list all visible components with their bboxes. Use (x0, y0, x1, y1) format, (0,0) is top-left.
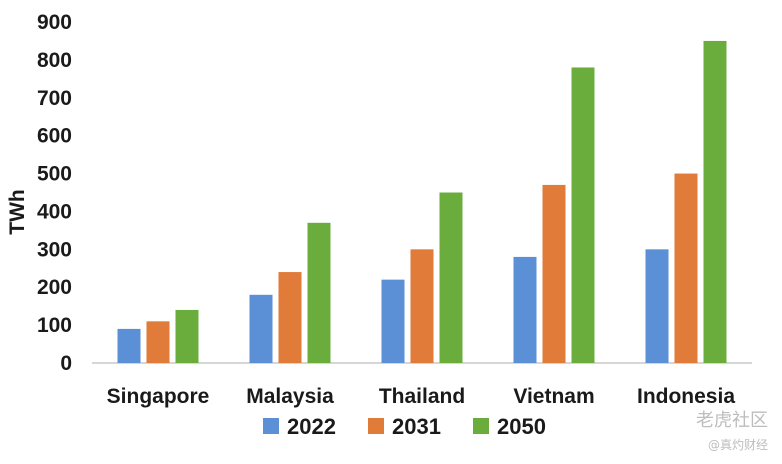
y-tick-label: 500 (37, 163, 72, 186)
y-tick-label: 300 (37, 238, 72, 261)
bar-2031-vietnam (542, 184, 566, 363)
bar-2031-malaysia (278, 272, 302, 363)
bar-2050-singapore (175, 309, 199, 363)
category-label: Vietnam (513, 385, 594, 408)
category-label: Thailand (379, 385, 465, 408)
bar-2050-thailand (439, 192, 463, 363)
bars (117, 40, 727, 363)
y-tick-label: 400 (37, 200, 72, 223)
bar-2022-malaysia (249, 294, 273, 363)
legend: 2022 2031 2050 (263, 414, 546, 439)
bar-2022-thailand (381, 279, 405, 363)
watermark-main: 老虎社区 (696, 410, 768, 431)
legend-label: 2050 (497, 414, 546, 439)
category-label: Indonesia (637, 385, 735, 408)
bar-2022-vietnam (513, 256, 537, 363)
y-tick-label: 200 (37, 276, 72, 299)
watermark-sub: @真灼财经 (707, 438, 768, 452)
y-axis-label: TWh (6, 189, 29, 234)
bar-2031-indonesia (674, 173, 698, 363)
bar-2031-thailand (410, 249, 434, 363)
legend-swatch-2031 (368, 418, 384, 434)
category-label: Malaysia (246, 385, 334, 408)
legend-label: 2022 (287, 414, 336, 439)
category-labels: Singapore Malaysia Thailand Vietnam Indonesi… (107, 385, 736, 408)
legend-label: 2031 (392, 414, 441, 439)
bar-2031-singapore (146, 321, 170, 363)
legend-swatch-2022 (263, 418, 279, 434)
y-tick-label: 900 (37, 11, 72, 34)
bar-2050-malaysia (307, 222, 331, 363)
bar-2050-indonesia (703, 40, 727, 363)
y-axis-ticks: 0 100 200 300 400 500 600 700 800 900 (37, 11, 72, 375)
legend-swatch-2050 (473, 418, 489, 434)
y-tick-label: 700 (37, 87, 72, 110)
y-tick-label: 100 (37, 314, 72, 337)
category-label: Singapore (107, 385, 210, 408)
y-tick-label: 800 (37, 49, 72, 72)
y-tick-label: 0 (60, 352, 72, 375)
y-tick-label: 600 (37, 125, 72, 148)
bar-2050-vietnam (571, 67, 595, 363)
bar-2022-indonesia (645, 249, 669, 363)
bar-2022-singapore (117, 328, 141, 363)
